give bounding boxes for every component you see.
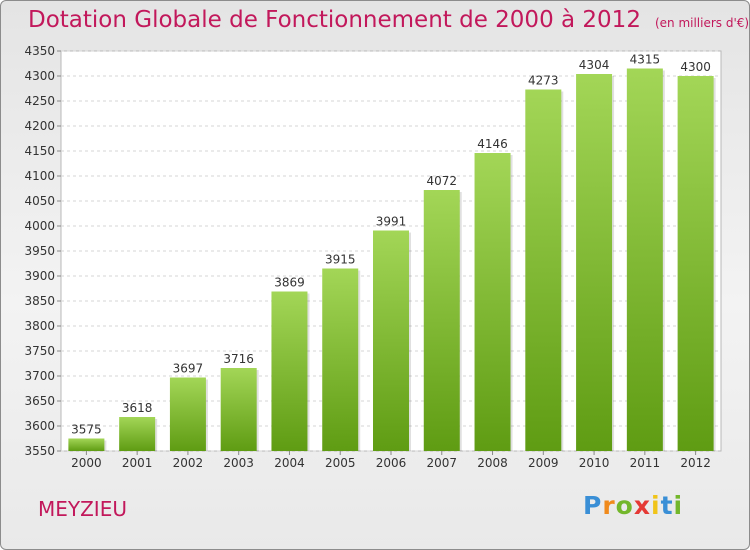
y-tick-label: 4100 — [24, 169, 55, 183]
x-tick-label: 2005 — [325, 456, 356, 470]
bar — [423, 190, 460, 451]
bar — [68, 438, 105, 451]
data-label: 4304 — [579, 58, 610, 72]
x-tick-label: 2008 — [477, 456, 508, 470]
x-tick-label: 2003 — [223, 456, 254, 470]
y-tick-label: 3550 — [24, 444, 55, 458]
chart-title: Dotation Globale de Fonctionnement de 20… — [28, 7, 749, 33]
logo-letter: x — [633, 491, 651, 520]
x-tick-label: 2000 — [71, 456, 102, 470]
x-tick-label: 2004 — [274, 456, 305, 470]
data-label: 3697 — [173, 362, 204, 376]
data-label: 4072 — [426, 174, 457, 188]
x-tick-label: 2001 — [122, 456, 153, 470]
y-tick-label: 4000 — [24, 219, 55, 233]
data-label: 4273 — [528, 74, 559, 88]
data-label: 4315 — [630, 53, 661, 67]
bar — [474, 153, 511, 451]
bar — [322, 268, 359, 451]
y-tick-label: 3800 — [24, 319, 55, 333]
bar — [119, 417, 156, 451]
data-label: 3991 — [376, 215, 407, 229]
logo-letter: i — [651, 491, 661, 520]
y-tick-label: 4200 — [24, 119, 55, 133]
y-tick-label: 4350 — [24, 44, 55, 58]
x-tick-label: 2009 — [528, 456, 559, 470]
proxiti-logo: Proxiti — [583, 491, 683, 520]
data-label: 3575 — [71, 423, 102, 437]
bar — [220, 368, 257, 451]
y-tick-label: 3950 — [24, 244, 55, 258]
bar — [525, 89, 562, 451]
chart-subtitle: (en milliers d'€) — [654, 16, 750, 30]
bar — [677, 76, 714, 451]
y-tick-label: 3700 — [24, 369, 55, 383]
y-tick-label: 4050 — [24, 194, 55, 208]
bar — [271, 291, 308, 451]
y-tick-label: 3600 — [24, 419, 55, 433]
bar — [576, 74, 613, 451]
x-tick-label: 2006 — [376, 456, 407, 470]
data-label: 3869 — [274, 276, 305, 290]
y-tick-label: 3650 — [24, 394, 55, 408]
data-label: 3915 — [325, 253, 356, 267]
data-label: 4300 — [680, 60, 711, 74]
y-tick-label: 4250 — [24, 94, 55, 108]
data-label: 3618 — [122, 401, 153, 415]
y-tick-label: 3750 — [24, 344, 55, 358]
y-tick-label: 4150 — [24, 144, 55, 158]
bar — [169, 377, 206, 451]
logo-letter: i — [673, 491, 684, 520]
x-tick-label: 2007 — [426, 456, 457, 470]
y-tick-label: 4300 — [24, 69, 55, 83]
logo-letter: r — [602, 491, 616, 520]
data-label: 4146 — [477, 137, 508, 151]
x-tick-label: 2012 — [680, 456, 711, 470]
data-label: 3716 — [223, 352, 254, 366]
y-tick-label: 3850 — [24, 294, 55, 308]
location-name: MEYZIEU — [38, 497, 127, 521]
x-tick-label: 2010 — [579, 456, 610, 470]
bar — [373, 230, 409, 451]
x-tick-label: 2011 — [630, 456, 661, 470]
bar — [626, 68, 663, 451]
logo-letter: t — [660, 491, 674, 520]
chart-title-text: Dotation Globale de Fonctionnement de 20… — [28, 7, 641, 33]
y-tick-label: 3900 — [24, 269, 55, 283]
logo-letter: o — [615, 491, 634, 520]
logo-letter: P — [583, 491, 603, 520]
x-tick-label: 2002 — [173, 456, 204, 470]
